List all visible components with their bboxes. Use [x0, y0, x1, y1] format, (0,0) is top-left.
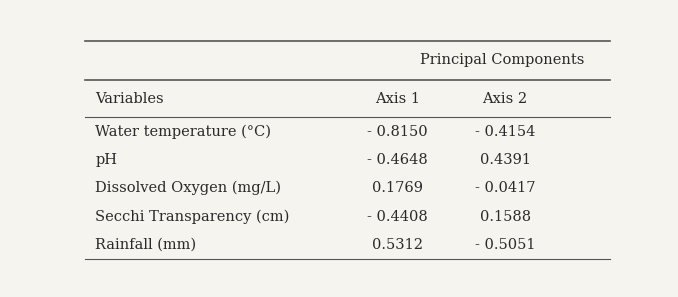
Text: - 0.4648: - 0.4648: [367, 153, 428, 167]
Text: Variables: Variables: [95, 91, 164, 105]
Text: - 0.0417: - 0.0417: [475, 181, 536, 195]
Text: Axis 1: Axis 1: [375, 91, 420, 105]
Text: Dissolved Oxygen (mg/L): Dissolved Oxygen (mg/L): [95, 181, 281, 195]
Text: Rainfall (mm): Rainfall (mm): [95, 238, 197, 252]
Text: Axis 2: Axis 2: [483, 91, 527, 105]
Text: - 0.4154: - 0.4154: [475, 124, 536, 139]
Text: - 0.4408: - 0.4408: [367, 210, 428, 224]
Text: - 0.8150: - 0.8150: [367, 124, 428, 139]
Text: Water temperature (°C): Water temperature (°C): [95, 124, 271, 139]
Text: Principal Components: Principal Components: [420, 53, 584, 67]
Text: Secchi Transparency (cm): Secchi Transparency (cm): [95, 209, 290, 224]
Text: 0.5312: 0.5312: [372, 238, 423, 252]
Text: 0.1769: 0.1769: [372, 181, 423, 195]
Text: 0.1588: 0.1588: [479, 210, 531, 224]
Text: 0.4391: 0.4391: [479, 153, 531, 167]
Text: pH: pH: [95, 153, 117, 167]
Text: - 0.5051: - 0.5051: [475, 238, 536, 252]
